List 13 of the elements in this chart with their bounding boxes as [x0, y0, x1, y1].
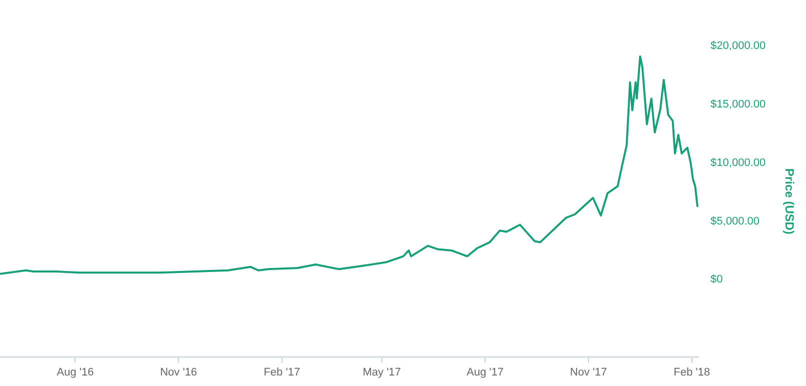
x-tick-label: Feb '18: [674, 366, 710, 378]
y-tick-label: $20,000.00: [710, 40, 766, 52]
y-tick-label: $5,000.00: [710, 215, 760, 228]
x-tick-label: Aug '16: [56, 366, 94, 378]
x-tick-label: Nov '16: [160, 366, 198, 378]
y-axis-title: Price (USD): [782, 168, 796, 234]
x-tick-label: Aug '17: [466, 366, 504, 378]
y-tick-label: $15,000.00: [710, 98, 766, 110]
y-tick-label: $0: [710, 274, 723, 286]
x-tick-label: Nov '17: [570, 366, 607, 378]
y-tick-label: $10,000.00: [710, 156, 766, 169]
x-tick-label: May '17: [362, 366, 401, 378]
x-tick-label: Feb '17: [264, 366, 300, 378]
